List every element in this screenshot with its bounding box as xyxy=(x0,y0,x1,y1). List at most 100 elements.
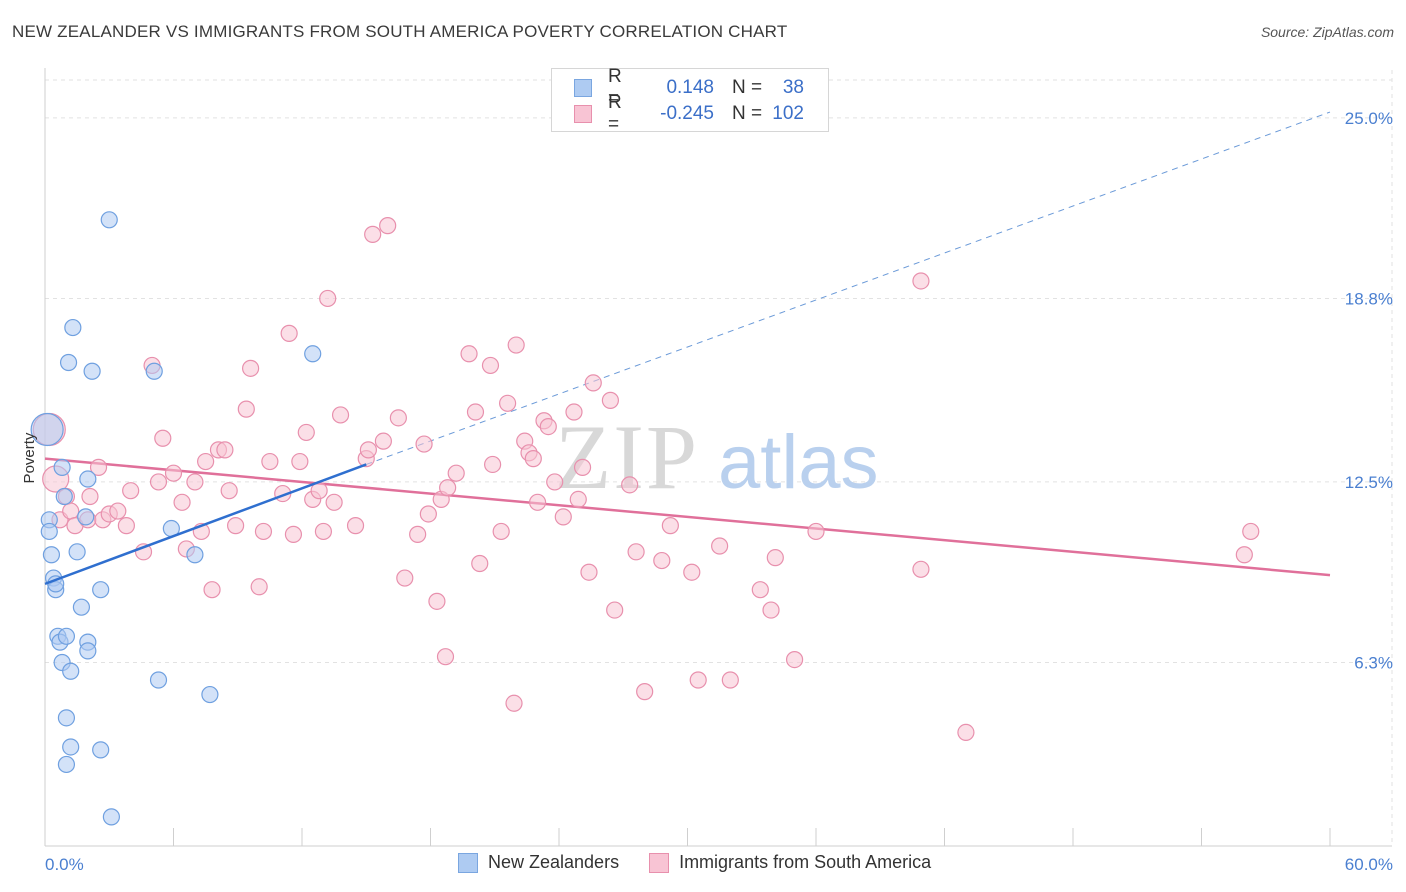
point-immigrants xyxy=(154,429,172,447)
point-immigrants xyxy=(359,441,377,459)
legend-item-immigrants[interactable]: Immigrants from South America xyxy=(649,852,931,873)
n-label: N = xyxy=(732,103,763,124)
legend-swatch-new-zealanders xyxy=(458,852,478,873)
point-new-zealanders xyxy=(57,627,76,645)
data-points xyxy=(30,211,1260,826)
point-immigrants xyxy=(762,601,780,619)
point-immigrants xyxy=(419,505,437,523)
r-value: -0.245 xyxy=(660,103,714,124)
y-tick-label: 18.8% xyxy=(1345,289,1393,308)
legend-row-new-zealanders: R = 0.148 N = 38 xyxy=(574,66,804,109)
correlation-legend: R = 0.148 N = 38 R = -0.245 N = 102 xyxy=(551,66,829,135)
point-new-zealanders xyxy=(30,412,64,447)
point-immigrants xyxy=(751,581,769,599)
n-label: N = xyxy=(732,77,763,98)
point-immigrants xyxy=(546,473,564,491)
point-immigrants xyxy=(606,601,624,619)
point-new-zealanders xyxy=(149,671,168,689)
point-immigrants xyxy=(280,324,298,342)
tick-labels: 6.3% 12.5% 18.8% 25.0% 0.0% 60.0% xyxy=(45,109,1393,874)
point-immigrants xyxy=(415,435,433,453)
point-immigrants xyxy=(912,560,930,578)
point-immigrants xyxy=(325,493,343,511)
point-immigrants xyxy=(409,525,427,543)
point-new-zealanders xyxy=(79,470,97,488)
point-immigrants xyxy=(379,217,397,235)
point-immigrants xyxy=(785,650,804,669)
point-immigrants xyxy=(261,452,279,471)
watermark-atlas: atlas xyxy=(718,420,879,505)
point-immigrants xyxy=(364,225,382,243)
point-immigrants xyxy=(254,522,273,541)
point-new-zealanders xyxy=(201,685,219,704)
point-immigrants xyxy=(683,563,701,581)
legend-label: Immigrants from South America xyxy=(679,852,932,872)
point-immigrants xyxy=(89,458,108,476)
x-tick-label: 60.0% xyxy=(1345,855,1393,874)
point-immigrants xyxy=(436,648,455,666)
point-immigrants xyxy=(164,464,183,482)
point-immigrants xyxy=(220,482,238,500)
point-immigrants xyxy=(319,289,337,308)
point-immigrants xyxy=(460,345,478,363)
point-immigrants xyxy=(569,490,587,509)
chart-title: NEW ZEALANDER VS IMMIGRANTS FROM SOUTH A… xyxy=(12,22,788,41)
r-value: 0.148 xyxy=(666,77,714,98)
point-new-zealanders xyxy=(304,345,322,363)
point-immigrants xyxy=(565,403,583,421)
axes xyxy=(44,68,1392,847)
point-immigrants xyxy=(807,522,825,541)
x-tick-label: 0.0% xyxy=(45,855,84,874)
point-immigrants xyxy=(81,487,99,506)
series-legend: New Zealanders Immigrants from South Ame… xyxy=(458,852,961,873)
legend-swatch-immigrants xyxy=(649,852,670,873)
point-immigrants xyxy=(62,502,80,520)
point-immigrants xyxy=(499,394,517,412)
point-new-zealanders xyxy=(72,598,91,616)
point-immigrants xyxy=(580,563,598,581)
point-immigrants xyxy=(122,482,140,500)
point-immigrants xyxy=(284,525,303,543)
point-immigrants xyxy=(524,450,542,468)
point-immigrants xyxy=(766,549,784,567)
point-immigrants xyxy=(346,517,365,535)
point-immigrants xyxy=(428,592,446,610)
point-new-zealanders xyxy=(64,318,82,337)
point-immigrants xyxy=(297,423,315,442)
point-immigrants xyxy=(481,356,500,375)
point-immigrants xyxy=(721,671,739,689)
point-immigrants xyxy=(689,671,707,689)
point-immigrants xyxy=(227,517,245,535)
point-immigrants xyxy=(314,522,333,541)
point-new-zealanders xyxy=(40,522,58,541)
r-label: R = xyxy=(608,66,622,109)
legend-item-new-zealanders[interactable]: New Zealanders xyxy=(458,852,619,873)
point-new-zealanders xyxy=(92,581,110,599)
point-immigrants xyxy=(396,569,414,587)
y-tick-label: 6.3% xyxy=(1354,654,1393,673)
point-immigrants xyxy=(1242,522,1260,541)
point-immigrants xyxy=(507,336,525,354)
point-immigrants xyxy=(554,508,572,526)
r-label: R = xyxy=(608,92,622,135)
point-immigrants xyxy=(573,458,592,476)
point-immigrants xyxy=(505,694,523,712)
trend-line-new-zealanders-extension xyxy=(366,111,1331,465)
point-immigrants xyxy=(203,581,221,599)
point-new-zealanders xyxy=(55,487,73,506)
point-immigrants xyxy=(186,473,204,491)
point-immigrants xyxy=(661,517,679,535)
point-immigrants xyxy=(447,464,465,482)
point-immigrants xyxy=(250,578,268,596)
point-new-zealanders xyxy=(42,546,61,564)
point-immigrants xyxy=(636,683,654,701)
trend-lines xyxy=(44,111,1331,577)
point-immigrants xyxy=(1235,546,1253,564)
point-immigrants xyxy=(242,359,260,377)
point-new-zealanders xyxy=(92,741,110,759)
point-immigrants xyxy=(653,551,671,570)
point-immigrants xyxy=(471,554,489,573)
point-immigrants xyxy=(237,400,255,418)
y-tick-label: 12.5% xyxy=(1345,473,1393,492)
